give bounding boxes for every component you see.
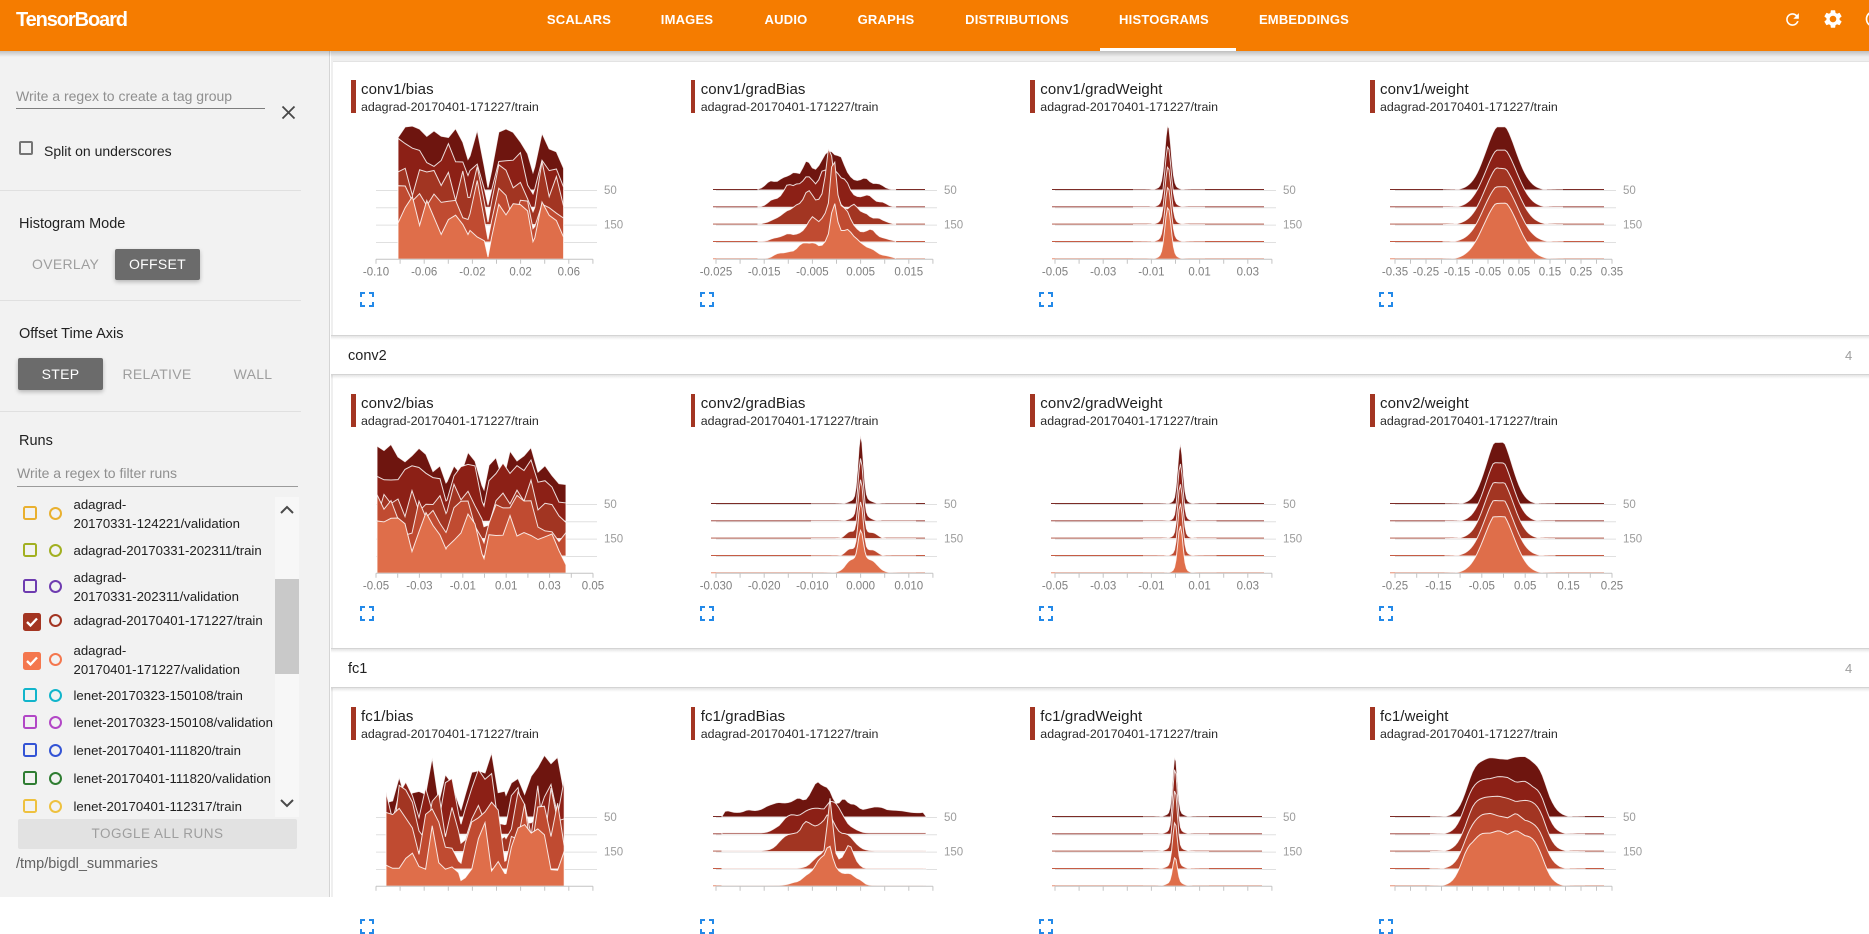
svg-text:150: 150 <box>944 847 963 859</box>
svg-text:-0.01: -0.01 <box>1139 266 1165 278</box>
svg-text:-0.030: -0.030 <box>699 580 732 592</box>
svg-text:0.03: 0.03 <box>1237 266 1259 278</box>
svg-text:50: 50 <box>1623 499 1636 511</box>
svg-text:-0.35: -0.35 <box>1382 266 1408 278</box>
svg-text:-0.05: -0.05 <box>1042 580 1068 592</box>
svg-text:150: 150 <box>1283 534 1302 546</box>
svg-text:150: 150 <box>604 847 623 859</box>
svg-text:50: 50 <box>1283 499 1296 511</box>
svg-text:150: 150 <box>1623 534 1642 546</box>
svg-text:-0.020: -0.020 <box>748 580 781 592</box>
svg-text:0.01: 0.01 <box>1189 580 1211 592</box>
svg-text:0.03: 0.03 <box>1237 580 1259 592</box>
svg-text:-0.25: -0.25 <box>1382 580 1408 592</box>
svg-text:50: 50 <box>944 812 957 824</box>
svg-text:0.06: 0.06 <box>558 266 580 278</box>
svg-text:50: 50 <box>1623 185 1636 197</box>
svg-text:50: 50 <box>1283 185 1296 197</box>
svg-text:0.02: 0.02 <box>509 266 531 278</box>
svg-text:-0.015: -0.015 <box>748 266 781 278</box>
svg-text:0.010: 0.010 <box>894 580 923 592</box>
svg-text:0.05: 0.05 <box>582 580 604 592</box>
svg-text:0.005: 0.005 <box>846 266 875 278</box>
svg-text:150: 150 <box>604 534 623 546</box>
svg-text:150: 150 <box>604 220 623 232</box>
svg-text:-0.10: -0.10 <box>363 266 389 278</box>
svg-text:-0.03: -0.03 <box>1090 580 1116 592</box>
svg-text:-0.03: -0.03 <box>406 580 432 592</box>
svg-text:50: 50 <box>604 185 617 197</box>
svg-text:-0.15: -0.15 <box>1444 266 1470 278</box>
svg-text:0.03: 0.03 <box>538 580 560 592</box>
svg-text:0.05: 0.05 <box>1508 266 1530 278</box>
svg-text:0.015: 0.015 <box>894 266 923 278</box>
svg-text:0.000: 0.000 <box>846 580 875 592</box>
svg-text:0.35: 0.35 <box>1601 266 1623 278</box>
svg-text:150: 150 <box>944 220 963 232</box>
svg-text:-0.01: -0.01 <box>450 580 476 592</box>
svg-text:150: 150 <box>1623 847 1642 859</box>
svg-text:-0.03: -0.03 <box>1090 266 1116 278</box>
svg-text:0.01: 0.01 <box>495 580 517 592</box>
svg-text:-0.01: -0.01 <box>1139 580 1165 592</box>
svg-text:-0.05: -0.05 <box>1469 580 1495 592</box>
svg-text:-0.025: -0.025 <box>699 266 732 278</box>
svg-text:50: 50 <box>604 812 617 824</box>
svg-text:50: 50 <box>944 185 957 197</box>
svg-text:-0.05: -0.05 <box>363 580 389 592</box>
svg-text:0.15: 0.15 <box>1539 266 1561 278</box>
svg-text:0.15: 0.15 <box>1557 580 1579 592</box>
svg-text:150: 150 <box>1283 220 1302 232</box>
svg-text:-0.005: -0.005 <box>796 266 829 278</box>
svg-text:-0.25: -0.25 <box>1413 266 1439 278</box>
svg-text:50: 50 <box>1623 812 1636 824</box>
svg-text:150: 150 <box>944 534 963 546</box>
svg-text:-0.02: -0.02 <box>459 266 485 278</box>
svg-text:-0.05: -0.05 <box>1042 266 1068 278</box>
svg-text:-0.010: -0.010 <box>796 580 829 592</box>
svg-text:-0.15: -0.15 <box>1425 580 1451 592</box>
svg-text:0.25: 0.25 <box>1601 580 1623 592</box>
svg-text:150: 150 <box>1623 220 1642 232</box>
svg-text:50: 50 <box>944 499 957 511</box>
svg-text:-0.06: -0.06 <box>411 266 437 278</box>
svg-text:0.01: 0.01 <box>1189 266 1211 278</box>
svg-text:150: 150 <box>1283 847 1302 859</box>
svg-text:0.05: 0.05 <box>1514 580 1536 592</box>
svg-text:0.25: 0.25 <box>1570 266 1592 278</box>
svg-text:50: 50 <box>604 499 617 511</box>
svg-text:50: 50 <box>1283 812 1296 824</box>
svg-text:-0.05: -0.05 <box>1475 266 1501 278</box>
